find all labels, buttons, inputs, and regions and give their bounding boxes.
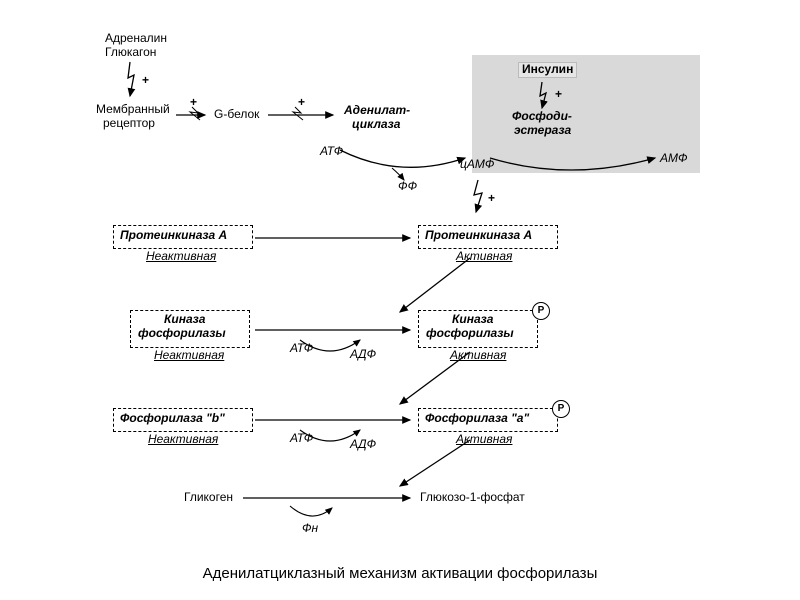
g1p-label: Глюкозо-1-фосфат	[420, 491, 525, 505]
camp-label: цАМФ	[460, 158, 494, 172]
phos-b-name: Фосфорилаза "b"	[120, 412, 225, 426]
glucagon-label: Глюкагон	[105, 46, 156, 60]
phk-active-l2: фосфорилазы	[426, 327, 514, 341]
glycogen-label: Гликоген	[184, 491, 233, 505]
phos-a-name: Фосфорилаза "a"	[425, 412, 529, 426]
figure-caption: Аденилатциклазный механизм активации фос…	[0, 565, 800, 582]
adp-3: АДФ	[350, 438, 376, 452]
amp-label: АМФ	[660, 152, 688, 166]
atp-3: АТФ	[290, 432, 313, 446]
insulin-label: Инсулин	[518, 62, 577, 78]
phk-inactive-state: Неактивная	[154, 349, 224, 363]
atp-1: АТФ	[320, 145, 343, 159]
pka-active-state: Активная	[456, 250, 512, 264]
adrenaline-label: Адреналин	[105, 32, 167, 46]
pka-inactive-name: Протеинкиназа А	[120, 229, 227, 243]
pka-inactive-state: Неактивная	[146, 250, 216, 264]
plus-camp: +	[488, 192, 495, 206]
pi-label: Фн	[302, 522, 318, 536]
plus-1: +	[142, 74, 149, 88]
plus-2: +	[190, 96, 197, 110]
plus-insulin: +	[555, 88, 562, 102]
atp-2: АТФ	[290, 342, 313, 356]
membrane-receptor-l1: Мембранный	[96, 103, 170, 117]
membrane-receptor-l2: рецептор	[103, 117, 155, 131]
phk-inactive-l1: Киназа	[164, 313, 205, 327]
p-mark-2: P	[552, 400, 570, 418]
pka-active-name: Протеинкиназа А	[425, 229, 532, 243]
p-mark-1: P	[532, 302, 550, 320]
phk-active-state: Активная	[450, 349, 506, 363]
pde-l1: Фосфоди-	[512, 110, 572, 124]
g-protein-label: G-белок	[214, 108, 259, 122]
adp-2: АДФ	[350, 348, 376, 362]
adenylate-l1: Аденилат-	[344, 104, 410, 118]
phos-a-state: Активная	[456, 433, 512, 447]
pp-label: ФФ	[398, 180, 417, 194]
phk-inactive-l2: фосфорилазы	[138, 327, 226, 341]
pde-l2: эстераза	[514, 124, 571, 138]
phos-b-state: Неактивная	[148, 433, 218, 447]
adenylate-l2: циклаза	[352, 118, 400, 132]
plus-3: +	[298, 96, 305, 110]
phk-active-l1: Киназа	[452, 313, 493, 327]
